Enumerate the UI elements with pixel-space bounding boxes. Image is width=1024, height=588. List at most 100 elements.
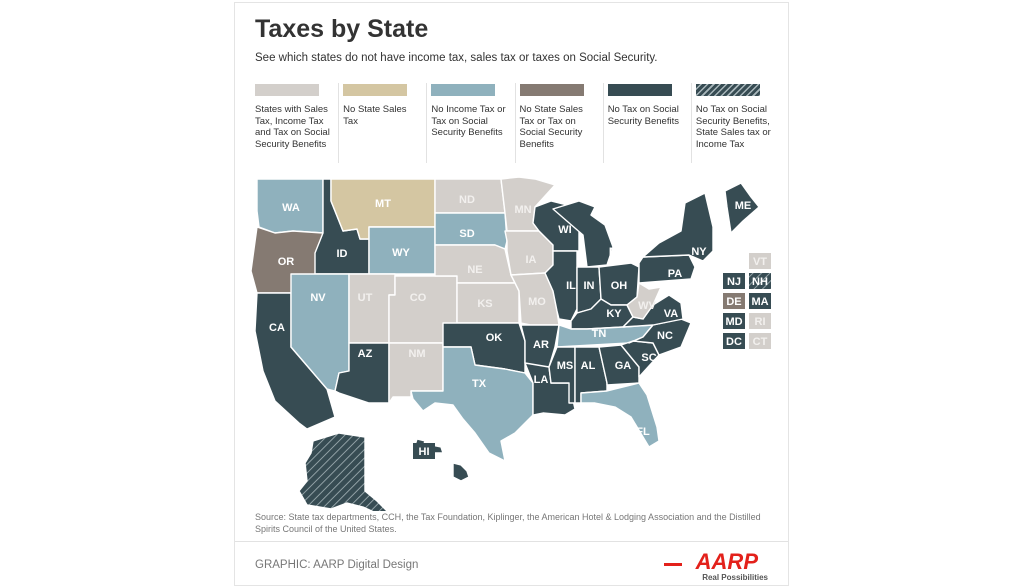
state-label: AZ — [358, 348, 373, 360]
small-state-NJ[interactable]: NJ — [723, 273, 745, 289]
small-state-CT[interactable]: CT — [749, 333, 771, 349]
state-label: VA — [664, 308, 679, 320]
small-state-label: DE — [726, 296, 741, 308]
legend-label: No Tax on Social Security Benefits — [607, 104, 679, 127]
state-NY[interactable] — [642, 192, 714, 262]
small-state-label: DC — [726, 336, 742, 348]
state-label: FL — [636, 426, 650, 438]
legend-item-all-taxes: States with Sales Tax, Income Tax and Ta… — [251, 83, 340, 163]
state-label: MN — [514, 204, 531, 216]
state-label: LA — [534, 374, 549, 386]
hi-label-box — [413, 443, 435, 459]
small-state-box — [723, 273, 745, 289]
state-label: MT — [375, 198, 391, 210]
state-FL[interactable] — [580, 382, 660, 448]
logo-swoosh — [664, 563, 682, 566]
small-state-MA[interactable]: MA — [749, 293, 771, 309]
state-label: ND — [459, 194, 475, 206]
state-label: AL — [581, 360, 596, 372]
small-state-label: MA — [751, 296, 768, 308]
state-label: IL — [566, 280, 576, 292]
us-map: WA OR CA ID NV MT WY UT CO AZ NM ND SD N… — [250, 176, 771, 511]
small-state-box — [749, 253, 771, 269]
legend-label: No Tax on Social Security Benefits, Stat… — [695, 104, 771, 150]
state-label: OR — [278, 256, 295, 268]
state-label: PA — [668, 268, 683, 280]
small-state-box — [723, 333, 745, 349]
logo-tagline: Real Possibilities — [702, 573, 768, 582]
small-state-DC[interactable]: DC — [723, 333, 745, 349]
footer-divider — [235, 541, 788, 542]
page-title: Taxes by State — [255, 15, 429, 43]
state-label: AK — [331, 422, 347, 434]
logo-wordmark: AARP — [695, 549, 759, 574]
infographic-card: Taxes by State See which states do not h… — [234, 2, 789, 586]
state-ME[interactable] — [724, 182, 760, 234]
state-label: KY — [606, 308, 622, 320]
small-state-VT[interactable]: VT — [749, 253, 771, 269]
state-label: HI — [419, 446, 430, 458]
state-label: TX — [472, 378, 487, 390]
legend-item-no-income: No Income Tax or Tax on Social Security … — [427, 83, 516, 163]
state-label: UT — [358, 292, 373, 304]
page-subtitle: See which states do not have income tax,… — [255, 52, 658, 64]
legend-item-no-ss: No Tax on Social Security Benefits — [604, 83, 692, 163]
small-state-label: MD — [725, 316, 742, 328]
small-state-label: VT — [753, 256, 767, 268]
small-state-box — [723, 293, 745, 309]
legend-label: No State Sales Tax or Tax on Social Secu… — [519, 104, 583, 150]
state-MI[interactable] — [552, 200, 614, 268]
graphic-credit: GRAPHIC: AARP Digital Design — [255, 559, 419, 571]
state-label: NE — [467, 264, 482, 276]
state-label: MS — [557, 360, 574, 372]
legend-swatch — [607, 84, 672, 96]
small-state-box — [749, 333, 771, 349]
legend-swatch — [695, 84, 760, 96]
state-label: SC — [641, 352, 656, 364]
state-label: OH — [611, 280, 628, 292]
state-UT[interactable] — [348, 273, 396, 344]
state-label: TN — [592, 328, 607, 340]
state-label: CO — [410, 292, 427, 304]
small-state-label: RI — [755, 316, 766, 328]
legend-swatch — [431, 84, 496, 96]
state-NC[interactable] — [628, 318, 692, 356]
legend-item-no-sales-or-ss: No State Sales Tax or Tax on Social Secu… — [516, 83, 604, 163]
legend-item-no-sales: No State Sales Tax — [339, 83, 428, 163]
small-state-DE[interactable]: DE — [723, 293, 745, 309]
small-state-label: NH — [752, 276, 768, 288]
state-label: ME — [735, 200, 752, 212]
state-label: IN — [584, 280, 595, 292]
state-label: NC — [657, 330, 673, 342]
state-label: NM — [408, 348, 425, 360]
legend-item-hatched: No Tax on Social Security Benefits, Stat… — [692, 83, 779, 163]
legend-label: No State Sales Tax — [343, 104, 407, 127]
state-label: AR — [533, 339, 549, 351]
state-KS[interactable] — [456, 282, 520, 324]
legend-swatch — [519, 84, 584, 96]
state-label: CA — [269, 322, 285, 334]
legend-label: No Income Tax or Tax on Social Security … — [431, 104, 506, 138]
state-label: ID — [337, 248, 348, 260]
state-label: IA — [526, 254, 537, 266]
state-TX[interactable] — [410, 346, 534, 462]
state-AK[interactable] — [298, 432, 393, 511]
state-WV[interactable] — [626, 282, 662, 320]
legend-swatch — [255, 84, 319, 96]
small-state-MD[interactable]: MD — [723, 313, 745, 329]
legend-swatch — [343, 84, 408, 96]
state-label: WI — [558, 224, 571, 236]
state-label: WY — [392, 247, 410, 259]
state-label: OK — [486, 332, 503, 344]
small-state-NH[interactable]: NH — [749, 273, 771, 289]
small-state-box — [723, 313, 745, 329]
state-label: SD — [459, 228, 474, 240]
legend: States with Sales Tax, Income Tax and Ta… — [251, 83, 779, 163]
small-state-box — [749, 273, 771, 289]
source-note: Source: State tax departments, CCH, the … — [255, 512, 761, 534]
small-state-label: NJ — [727, 276, 741, 288]
small-state-box — [749, 313, 771, 329]
small-state-RI[interactable]: RI — [749, 313, 771, 329]
state-label: WV — [638, 300, 656, 312]
state-label: NV — [310, 292, 326, 304]
